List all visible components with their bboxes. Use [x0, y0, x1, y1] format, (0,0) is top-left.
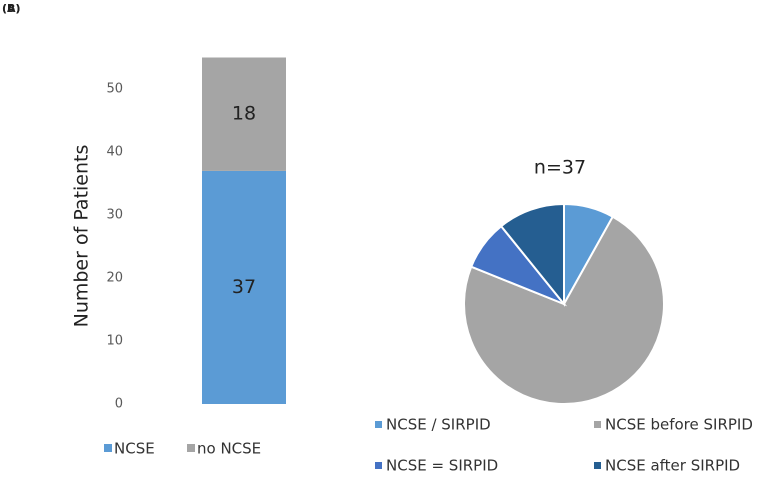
legend-label: NCSE before SIRPID [605, 416, 753, 434]
legend-swatch [104, 444, 112, 452]
y-tick-label: 20 [106, 271, 123, 286]
legend-label: NCSE / SIRPID [386, 416, 491, 434]
y-tick-label: 30 [106, 208, 123, 223]
panel-label: (B) [2, 2, 20, 15]
y-tick-label: 10 [106, 334, 123, 349]
pie-title: n=37 [534, 157, 586, 179]
bar-segment [202, 57, 286, 171]
legend-label: NCSE after SIRPID [605, 457, 740, 475]
legend-label: no NCSE [197, 440, 261, 458]
panel-label: (A) [2, 2, 21, 15]
legend-label: NCSE = SIRPID [386, 457, 498, 475]
y-tick-label: 40 [106, 145, 123, 160]
legend-swatch [187, 444, 195, 452]
legend-swatch [594, 421, 601, 428]
legend-swatch [375, 462, 382, 469]
bar-segment [202, 170, 286, 404]
legend-label: NCSE [114, 440, 155, 458]
pie-slice [499, 202, 565, 307]
legend-swatch [375, 421, 382, 428]
y-tick-label: 0 [115, 397, 123, 412]
y-axis-label: Number of Patients [71, 145, 93, 328]
data-label: 37 [232, 276, 256, 298]
legend-swatch [594, 462, 601, 469]
y-tick-label: 50 [106, 82, 123, 97]
pie-slice [463, 215, 665, 405]
data-label: 18 [232, 103, 256, 125]
